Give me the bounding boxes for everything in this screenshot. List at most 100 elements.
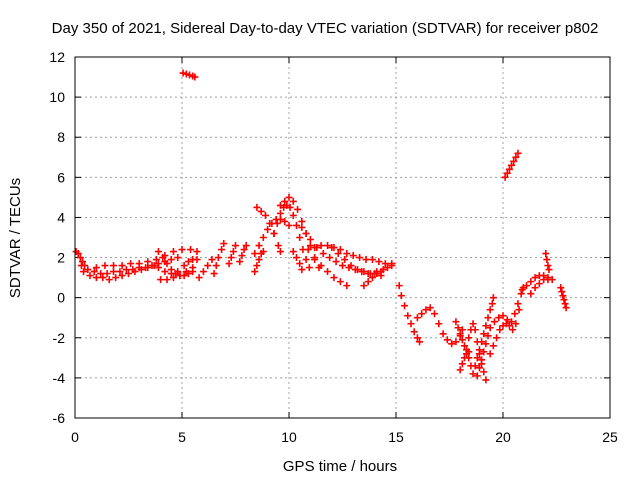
x-tick-label: 0: [71, 429, 79, 445]
data-point: [289, 248, 297, 256]
data-point: [286, 203, 294, 211]
data-point: [503, 316, 511, 324]
data-series: [289, 248, 306, 274]
data-series: [236, 242, 250, 266]
data-point: [395, 282, 403, 290]
y-tick-label: -2: [53, 330, 66, 346]
data-series: [179, 69, 199, 81]
data-point: [416, 338, 424, 346]
data-point: [488, 300, 496, 308]
data-series: [298, 223, 385, 280]
data-point: [347, 262, 355, 270]
data-point: [276, 201, 284, 209]
data-point: [105, 276, 113, 284]
data-series: [473, 324, 494, 380]
data-series: [304, 242, 396, 270]
data-point: [341, 256, 349, 264]
data-point: [257, 207, 265, 215]
data-point: [514, 300, 522, 308]
data-point: [501, 173, 509, 181]
data-point: [261, 211, 269, 219]
data-point: [557, 284, 565, 292]
data-point: [486, 306, 494, 314]
data-point: [326, 254, 334, 262]
data-point: [336, 246, 344, 254]
data-point: [122, 266, 130, 274]
data-point: [368, 274, 376, 282]
data-point: [413, 314, 421, 322]
data-point: [407, 320, 415, 328]
data-point: [189, 264, 197, 272]
data-point: [495, 314, 503, 322]
data-point: [78, 258, 86, 266]
data-point: [298, 266, 306, 274]
data-series: [518, 272, 556, 294]
data-point: [270, 229, 278, 237]
data-point: [76, 254, 84, 262]
data-point: [422, 306, 430, 314]
data-point: [531, 274, 539, 282]
data-point: [542, 250, 550, 258]
data-point: [218, 246, 226, 254]
data-point: [511, 310, 519, 318]
data-point: [353, 266, 361, 274]
x-tick-labels: 0 5 10 15 20 25: [71, 429, 618, 445]
data-point: [84, 266, 92, 274]
data-point: [157, 276, 165, 284]
data-point: [471, 362, 479, 370]
data-point: [465, 354, 473, 362]
x-tick-label: 10: [281, 429, 297, 445]
data-point: [482, 376, 490, 384]
data-point: [317, 262, 325, 270]
data-point: [99, 274, 107, 282]
data-series: [195, 256, 216, 282]
data-point: [559, 292, 567, 300]
data-point: [558, 288, 566, 296]
data-point: [475, 364, 483, 372]
data-point: [220, 240, 228, 248]
data-point: [97, 270, 105, 278]
data-point: [490, 318, 498, 326]
data-point: [163, 276, 171, 284]
data-point: [74, 250, 82, 258]
data-point: [452, 318, 460, 326]
grid: [75, 57, 610, 418]
data-point: [531, 284, 539, 292]
data-point: [214, 254, 222, 262]
data-point: [86, 272, 94, 280]
data-point: [264, 225, 272, 233]
data-point: [475, 346, 483, 354]
data-point: [255, 242, 263, 250]
data-point: [484, 332, 492, 340]
data-point: [169, 274, 177, 282]
data-point: [527, 290, 535, 298]
data-point: [493, 334, 501, 342]
data-point: [473, 372, 481, 380]
data-point: [77, 262, 85, 270]
data-point: [292, 254, 300, 262]
data-point: [458, 336, 466, 344]
data-point: [478, 356, 486, 364]
data-point: [535, 280, 543, 288]
data-point: [456, 330, 464, 338]
data-point: [508, 318, 516, 326]
data-point: [486, 324, 494, 332]
data-point: [110, 262, 118, 270]
data-point: [317, 242, 325, 250]
y-tick-label: -6: [53, 410, 66, 426]
data-point: [178, 246, 186, 254]
data-point: [368, 256, 376, 264]
data-point: [512, 320, 520, 328]
data-point: [356, 254, 364, 262]
data-point: [473, 354, 481, 362]
data-series: [251, 215, 293, 258]
data-point: [281, 197, 289, 205]
data-point: [562, 304, 570, 312]
data-series: [542, 250, 553, 274]
y-tick-label: 2: [57, 250, 65, 266]
data-point: [298, 217, 306, 225]
y-axis-label: SDTVAR / TECUs: [7, 178, 24, 298]
data-point: [426, 304, 434, 312]
data-point: [195, 274, 203, 282]
data-point: [225, 260, 233, 268]
